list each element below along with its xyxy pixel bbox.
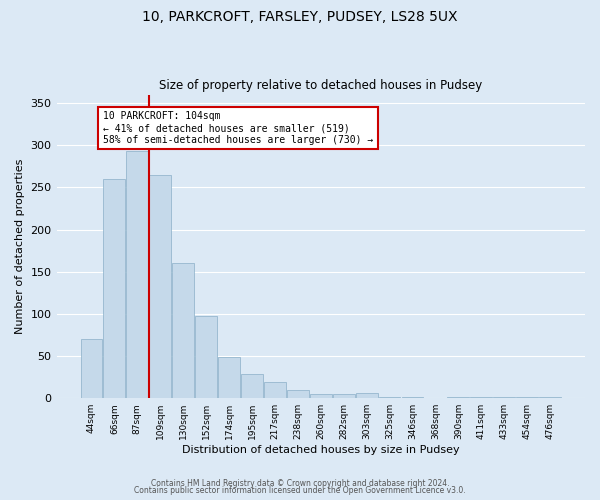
Bar <box>287 390 309 398</box>
Bar <box>333 394 355 398</box>
Text: 10, PARKCROFT, FARSLEY, PUDSEY, LS28 5UX: 10, PARKCROFT, FARSLEY, PUDSEY, LS28 5UX <box>142 10 458 24</box>
Bar <box>218 357 240 398</box>
Bar <box>356 393 377 398</box>
Bar <box>80 339 103 398</box>
Bar <box>103 179 125 398</box>
Bar <box>264 382 286 398</box>
Bar <box>448 396 469 398</box>
Bar <box>241 374 263 398</box>
X-axis label: Distribution of detached houses by size in Pudsey: Distribution of detached houses by size … <box>182 445 460 455</box>
Bar <box>195 316 217 398</box>
Bar <box>149 174 171 398</box>
Bar <box>310 394 332 398</box>
Bar <box>379 396 400 398</box>
Bar <box>127 151 148 398</box>
Text: Contains HM Land Registry data © Crown copyright and database right 2024.: Contains HM Land Registry data © Crown c… <box>151 478 449 488</box>
Text: Contains public sector information licensed under the Open Government Licence v3: Contains public sector information licen… <box>134 486 466 495</box>
Bar <box>172 264 194 398</box>
Text: 10 PARKCROFT: 104sqm
← 41% of detached houses are smaller (519)
58% of semi-deta: 10 PARKCROFT: 104sqm ← 41% of detached h… <box>103 112 373 144</box>
Title: Size of property relative to detached houses in Pudsey: Size of property relative to detached ho… <box>159 79 482 92</box>
Y-axis label: Number of detached properties: Number of detached properties <box>15 158 25 334</box>
